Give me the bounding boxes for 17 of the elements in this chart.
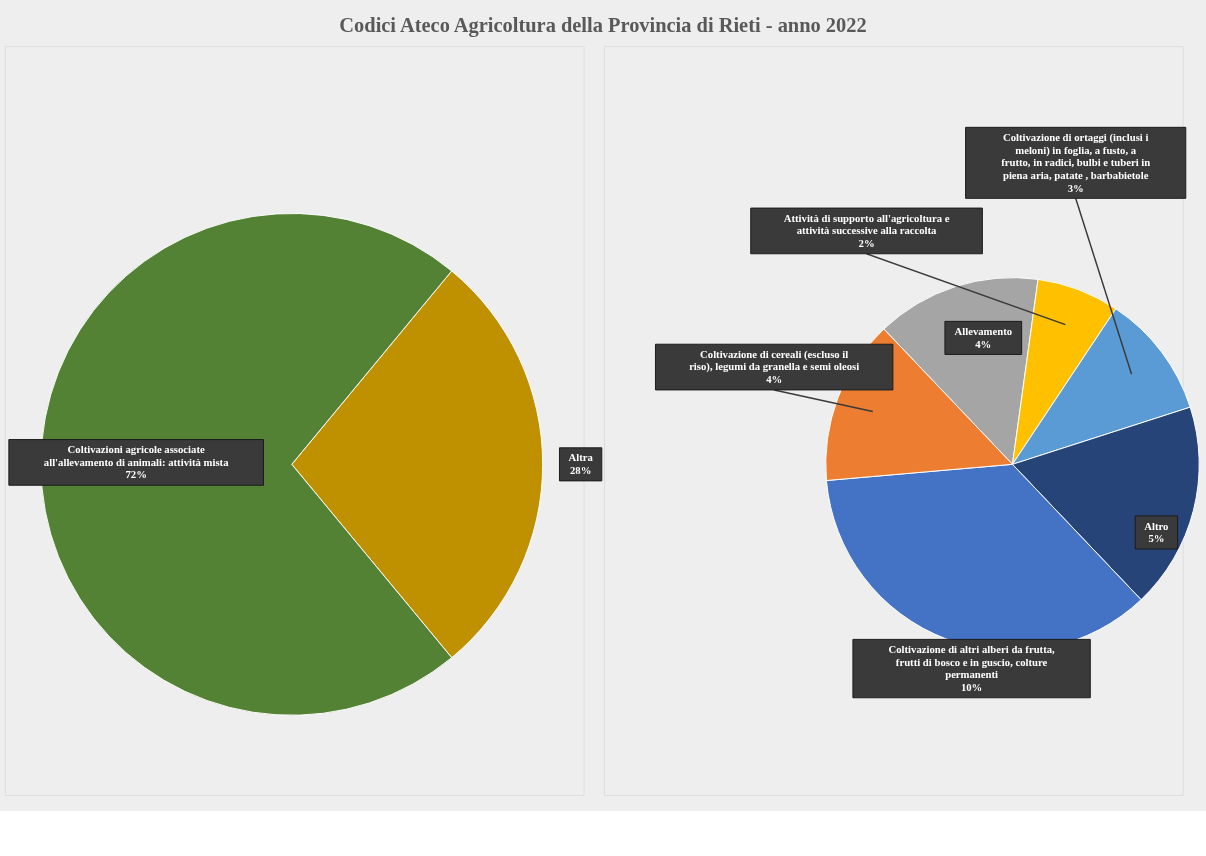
slice-label: Altra bbox=[568, 451, 594, 464]
slice-label: Coltivazione di altri alberi da frutta, frutti di bosco e in guscio, colture permanenti bbox=[888, 643, 1056, 681]
slice-label: Coltivazioni agricole associate all'allevamento di animali: attività mista bbox=[43, 443, 230, 468]
slice-label: Coltivazione di cereali (escluso il riso), legumi da granella e semi oleosi bbox=[689, 347, 860, 374]
slice-label: Attività di supporto all'agricoltura e attività successive alla raccolta bbox=[783, 211, 950, 237]
data-label: 4% bbox=[766, 373, 783, 386]
data-label: 2% bbox=[858, 236, 875, 249]
chart-title: Codici Ateco Agricoltura della Provincia di Rieti - anno 2022 bbox=[339, 14, 867, 38]
data-label: 4% bbox=[975, 337, 992, 350]
data-label: 5% bbox=[1148, 532, 1165, 545]
slice-label: Allevamento bbox=[954, 324, 1013, 337]
data-label: 72% bbox=[125, 468, 147, 481]
data-label: 10% bbox=[960, 680, 983, 693]
data-label: 3% bbox=[1067, 181, 1084, 194]
slice-label: Altro bbox=[1144, 519, 1169, 532]
data-label: 28% bbox=[569, 464, 592, 477]
slice-label: Coltivazione di ortaggi (inclusi i meloni) in foglia, a fusto, a frutto, in radici, bulbi e tuberi in piena aria, patate , barbabietole bbox=[1001, 130, 1151, 181]
